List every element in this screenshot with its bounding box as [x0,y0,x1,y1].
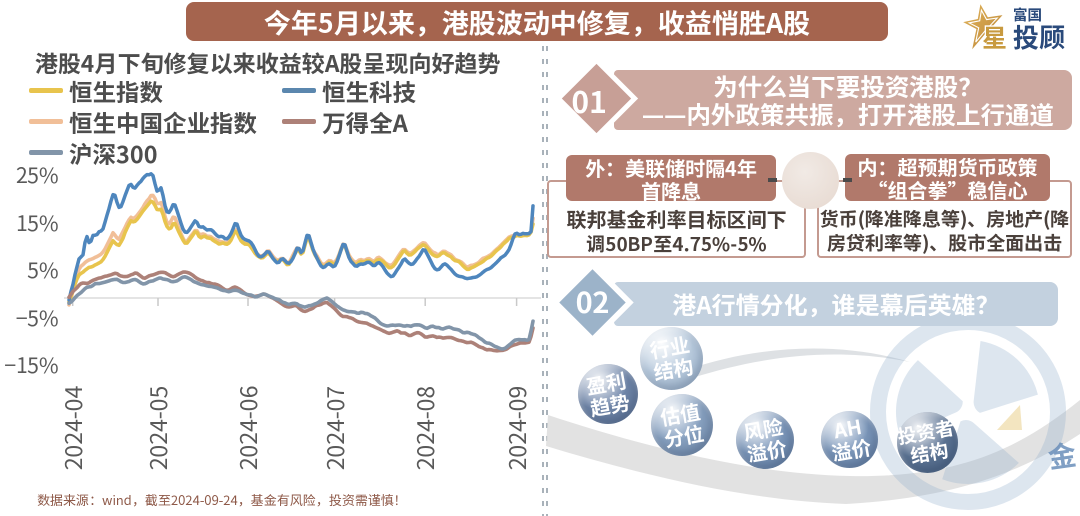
svg-text:富国: 富国 [1013,4,1042,25]
svg-text:星: 星 [982,19,1007,52]
svg-text:金: 金 [1045,434,1078,478]
svg-text:投顾: 投顾 [1013,18,1065,52]
